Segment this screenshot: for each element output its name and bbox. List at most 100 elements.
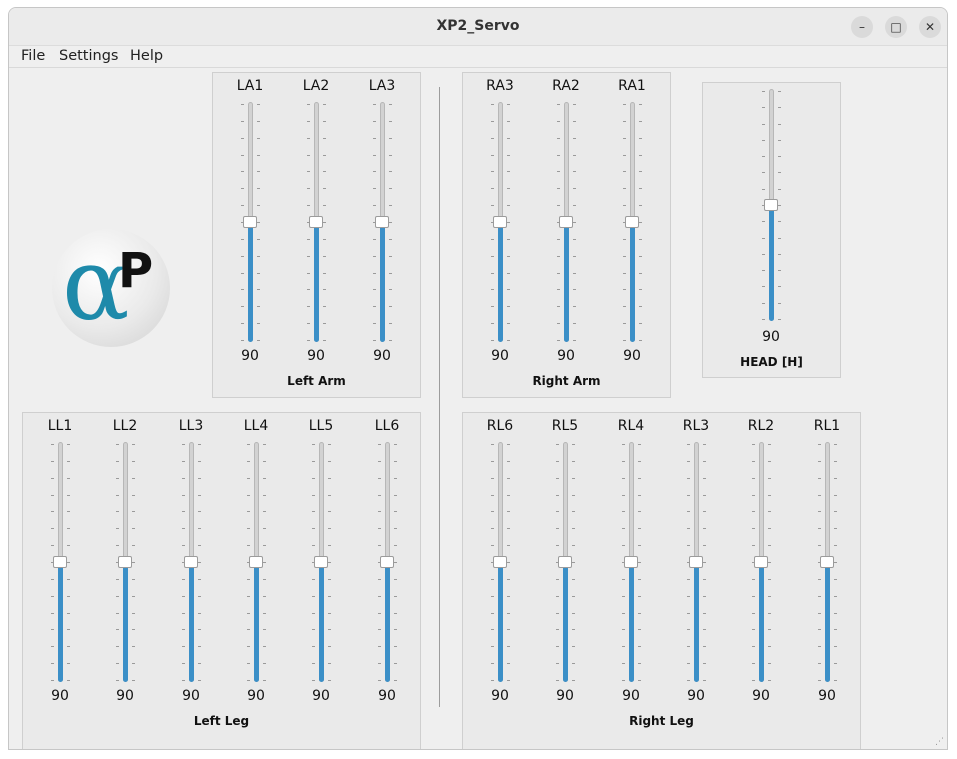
slider-tick xyxy=(378,562,381,563)
slider-tick xyxy=(778,205,781,206)
slider-handle[interactable] xyxy=(493,216,507,228)
slider-tick xyxy=(703,663,706,664)
slider-tick xyxy=(241,256,244,257)
slider-tick xyxy=(132,495,135,496)
slider-fill xyxy=(380,222,385,342)
slider-tick xyxy=(638,629,641,630)
slider-tick xyxy=(556,511,559,512)
slider-tick xyxy=(622,562,625,563)
slider-tick xyxy=(182,511,185,512)
slider-handle[interactable] xyxy=(624,556,638,568)
slider-handle[interactable] xyxy=(764,199,778,211)
slider-handle[interactable] xyxy=(754,556,768,568)
slider-tick xyxy=(373,256,376,257)
slider-tick xyxy=(778,140,781,141)
slider-tick xyxy=(491,273,494,274)
slider-tick xyxy=(573,256,576,257)
slider-tick xyxy=(132,511,135,512)
slider-tick xyxy=(507,613,510,614)
slider-tick xyxy=(638,663,641,664)
slider-tick xyxy=(818,562,821,563)
slider-handle[interactable] xyxy=(118,556,132,568)
slider-tick xyxy=(687,562,690,563)
slider-handle[interactable] xyxy=(820,556,834,568)
slider-tick xyxy=(507,289,510,290)
slider-tick xyxy=(263,444,266,445)
slider-tick xyxy=(556,444,559,445)
slider-tick xyxy=(67,613,70,614)
slider-tick xyxy=(507,256,510,257)
slider-tick xyxy=(573,222,576,223)
slider-tick xyxy=(638,495,641,496)
slider-tick xyxy=(257,323,260,324)
close-icon[interactable]: ✕ xyxy=(919,16,941,38)
slider-tick xyxy=(762,140,765,141)
slider-tick xyxy=(67,596,70,597)
slider-tick xyxy=(778,254,781,255)
slider-handle[interactable] xyxy=(493,556,507,568)
slider-tick xyxy=(834,545,837,546)
slider-tick xyxy=(818,461,821,462)
servo-value: 90 xyxy=(182,688,200,704)
slider-tick xyxy=(818,680,821,681)
slider-tick xyxy=(312,528,315,529)
slider-tick xyxy=(768,680,771,681)
slider-tick xyxy=(639,138,642,139)
slider-tick xyxy=(491,629,494,630)
menu-file[interactable]: File xyxy=(21,48,46,64)
slider-tick xyxy=(639,104,642,105)
slider-tick xyxy=(507,155,510,156)
resize-grip-icon[interactable]: ⋰ xyxy=(935,737,944,747)
slider-tick xyxy=(263,613,266,614)
slider-tick xyxy=(491,171,494,172)
slider-tick xyxy=(834,511,837,512)
slider-tick xyxy=(116,579,119,580)
slider-handle[interactable] xyxy=(184,556,198,568)
slider-tick xyxy=(573,273,576,274)
title-bar[interactable]: XP2_Servo – □ ✕ xyxy=(9,8,947,46)
slider-handle[interactable] xyxy=(375,216,389,228)
slider-handle[interactable] xyxy=(625,216,639,228)
slider-tick xyxy=(638,562,641,563)
servo-value: 90 xyxy=(818,688,836,704)
maximize-icon[interactable]: □ xyxy=(885,16,907,38)
slider-handle[interactable] xyxy=(558,556,572,568)
slider-tick xyxy=(762,238,765,239)
slider-handle[interactable] xyxy=(249,556,263,568)
slider-tick xyxy=(762,303,765,304)
slider-tick xyxy=(491,596,494,597)
slider-tick xyxy=(241,171,244,172)
slider-tick xyxy=(198,545,201,546)
slider-handle[interactable] xyxy=(243,216,257,228)
slider-tick xyxy=(778,172,781,173)
slider-handle[interactable] xyxy=(314,556,328,568)
menu-settings[interactable]: Settings xyxy=(59,48,119,64)
servo-label: RA1 xyxy=(618,78,646,94)
slider-tick xyxy=(818,579,821,580)
servo-label: LL4 xyxy=(243,418,269,434)
left-leg-servo-ll3: LL3 90 xyxy=(166,413,216,749)
slider-tick xyxy=(263,495,266,496)
slider-handle[interactable] xyxy=(380,556,394,568)
slider-tick xyxy=(557,205,560,206)
slider-tick xyxy=(491,188,494,189)
slider-tick xyxy=(556,545,559,546)
panel-title: Left Leg xyxy=(193,714,250,728)
slider-tick xyxy=(768,545,771,546)
slider-handle[interactable] xyxy=(559,216,573,228)
slider-tick xyxy=(762,254,765,255)
slider-tick xyxy=(182,444,185,445)
slider-handle[interactable] xyxy=(53,556,67,568)
slider-tick xyxy=(572,646,575,647)
slider-tick xyxy=(323,138,326,139)
slider-tick xyxy=(638,596,641,597)
minimize-icon[interactable]: – xyxy=(851,16,873,38)
slider-tick xyxy=(389,323,392,324)
slider-handle[interactable] xyxy=(689,556,703,568)
slider-tick xyxy=(622,579,625,580)
slider-tick xyxy=(639,171,642,172)
slider-tick xyxy=(132,478,135,479)
menu-help[interactable]: Help xyxy=(130,48,164,64)
slider-handle[interactable] xyxy=(309,216,323,228)
servo-label: LL2 xyxy=(112,418,138,434)
